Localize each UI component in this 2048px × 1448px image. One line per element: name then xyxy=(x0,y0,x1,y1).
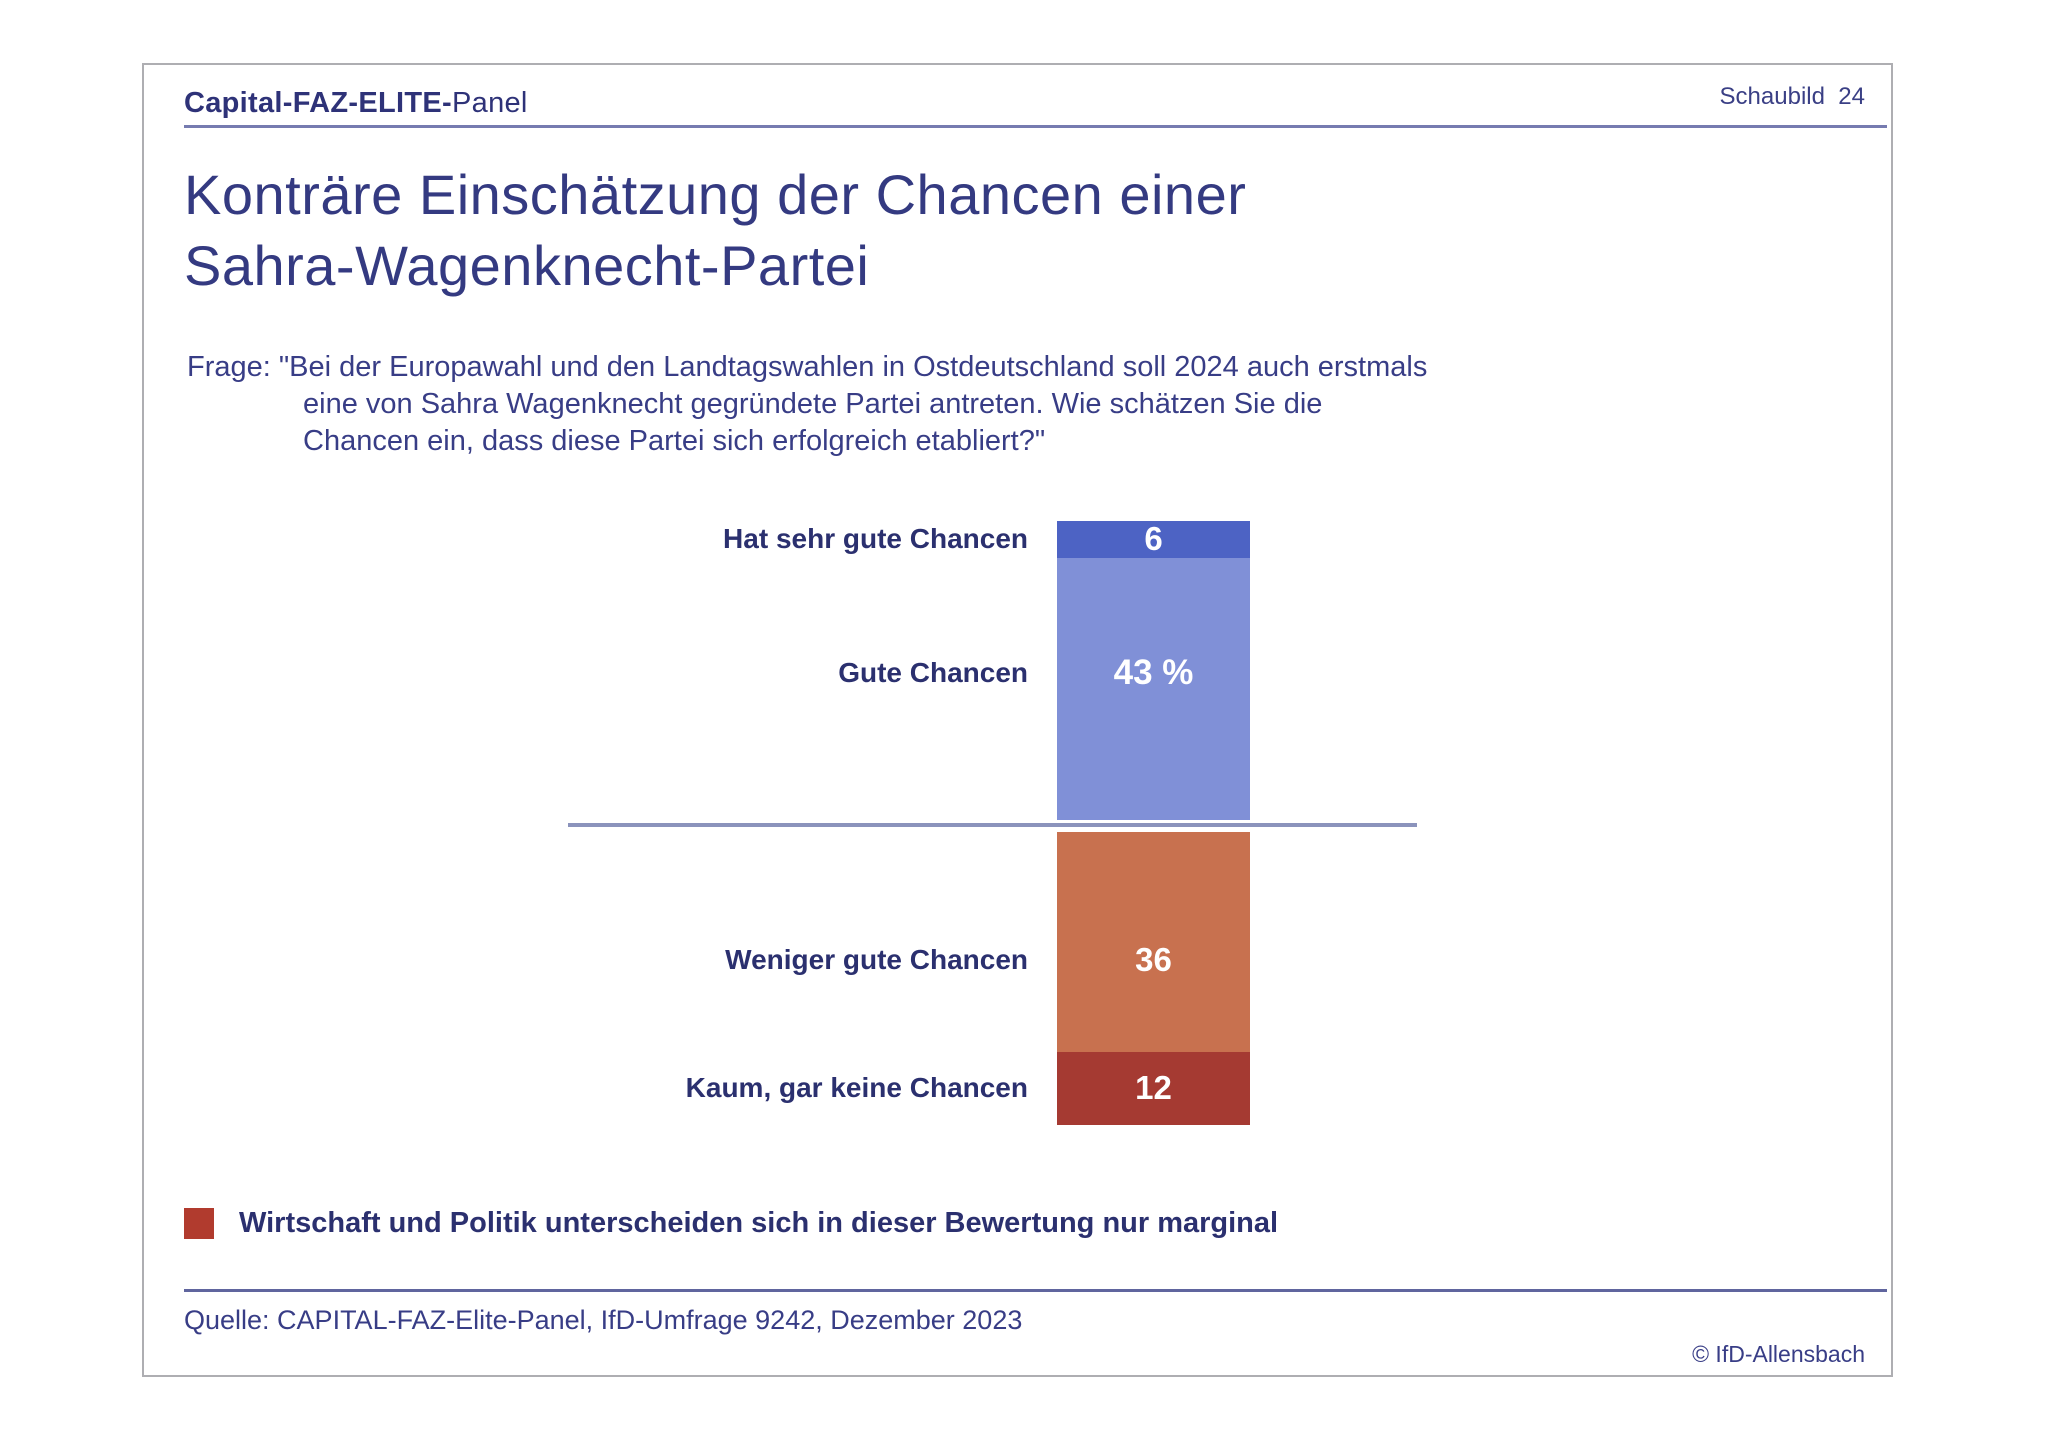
panel-brand-bold: Capital-FAZ-ELITE- xyxy=(184,87,452,119)
bar-segment-sehr-gute-chancen xyxy=(1057,521,1250,558)
copyright-label: © IfD-Allensbach xyxy=(1692,1341,1865,1367)
category-label-weniger-gute-chancen: Weniger gute Chancen xyxy=(725,944,1028,975)
survey-question-line3: Chancen ein, dass diese Partei sich erfo… xyxy=(303,425,1046,457)
source-line: Quelle: CAPITAL-FAZ-Elite-Panel, IfD-Umf… xyxy=(184,1305,1023,1335)
value-sehr-gute-chancen: 6 xyxy=(1144,520,1163,557)
panel-brand: Capital-FAZ-ELITE-Panel xyxy=(184,87,528,120)
bar-segment-kaum-keine-chancen xyxy=(1057,1052,1250,1125)
chart-title-line2: Sahra-Wagenknecht-Partei xyxy=(184,234,870,297)
slide-number: Schaubild 24 xyxy=(1719,83,1865,110)
footer-rule xyxy=(184,1289,1887,1292)
annotation-text: Wirtschaft und Politik unterscheiden sic… xyxy=(239,1207,1279,1239)
chart-title: Konträre Einschätzung der Chancen einer … xyxy=(184,159,1246,301)
value-weniger-gute-chancen: 36 xyxy=(1135,941,1172,978)
positive-negative-divider-line xyxy=(568,823,1417,827)
panel-brand-regular: Panel xyxy=(452,87,528,119)
stacked-bar-chart: Hat sehr gute Chancen Gute Chancen Wenig… xyxy=(144,65,1891,1375)
value-gute-chancen: 43 % xyxy=(1113,653,1194,692)
category-label-kaum-keine-chancen: Kaum, gar keine Chancen xyxy=(685,1072,1028,1103)
slide-frame: Capital-FAZ-ELITE-Panel Schaubild 24 Kon… xyxy=(142,63,1893,1377)
bar-segment-weniger-gute-chancen xyxy=(1057,832,1250,1052)
bar-segment-gute-chancen xyxy=(1057,558,1250,820)
chart-title-line1: Konträre Einschätzung der Chancen einer xyxy=(184,163,1247,226)
category-label-sehr-gute-chancen: Hat sehr gute Chancen xyxy=(723,523,1028,554)
category-label-gute-chancen: Gute Chancen xyxy=(838,657,1028,688)
annotation-bullet-square-icon xyxy=(184,1208,214,1239)
header-rule xyxy=(184,125,1887,128)
survey-question: Frage: "Bei der Europawahl und den Landt… xyxy=(187,349,1427,460)
survey-question-line2: eine von Sahra Wagenknecht gegründete Pa… xyxy=(303,388,1323,420)
survey-question-line1: Frage: "Bei der Europawahl und den Landt… xyxy=(187,351,1428,383)
value-kaum-keine-chancen: 12 xyxy=(1135,1069,1172,1106)
